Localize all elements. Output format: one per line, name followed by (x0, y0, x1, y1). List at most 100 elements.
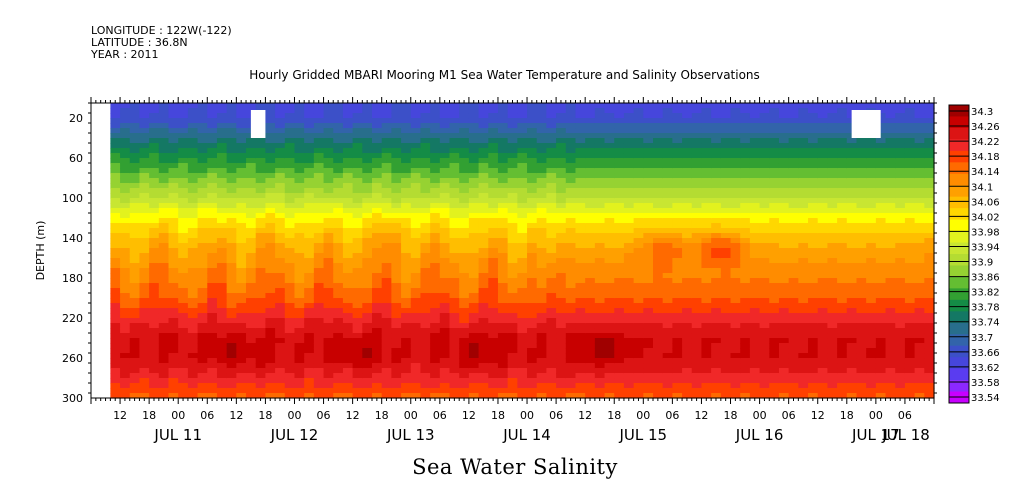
colorbar-swatch (949, 380, 969, 393)
colorbar-swatch (949, 357, 969, 370)
colorbar-label: 34.18 (971, 152, 1000, 163)
y-axis-label: DEPTH (m) (34, 221, 47, 281)
colorbar-swatch (949, 368, 969, 381)
x-date-label: JUL 14 (502, 426, 551, 444)
colorbar-swatch (949, 334, 969, 347)
colorbar-swatch (949, 219, 969, 232)
colorbar-swatch (949, 116, 969, 129)
latitude-label: LATITUDE : 36.8N (91, 36, 188, 49)
colorbar-label: 33.54 (971, 393, 1000, 404)
x-hour-tick-label: 18 (375, 409, 389, 422)
x-hour-tick-label: 12 (229, 409, 243, 422)
colorbar-swatch (949, 139, 969, 152)
colorbar-label: 33.66 (971, 348, 1000, 359)
x-hour-tick-label: 00 (753, 409, 767, 422)
colorbar-label: 34.26 (971, 122, 1000, 133)
colorbar-swatch (949, 231, 969, 244)
colorbar-label: 33.86 (971, 273, 1000, 284)
y-tick-label: 260 (62, 352, 83, 365)
x-hour-tick-label: 00 (404, 409, 418, 422)
x-hour-tick-label: 18 (607, 409, 621, 422)
x-hour-tick-label: 06 (665, 409, 679, 422)
colorbar-swatch (949, 127, 969, 140)
x-hour-tick-label: 06 (433, 409, 447, 422)
colorbar-swatch (949, 173, 969, 186)
heatmap-area (110, 103, 935, 399)
x-hour-tick-label: 18 (258, 409, 272, 422)
axes: 12 18 00 06 12 18 00 06 12 18 00 06 12 18 00 06 12 18 00 06… (34, 97, 937, 444)
colorbar-swatch (949, 299, 969, 312)
x-hour-tick-label: 18 (142, 409, 156, 422)
x-hour-tick-label: 00 (636, 409, 650, 422)
colorbar-swatch (949, 196, 969, 209)
colorbar-label: 33.78 (971, 303, 1000, 314)
x-hour-tick-label: 06 (549, 409, 563, 422)
colorbar-swatch (949, 391, 969, 404)
x-hour-tick-label: 12 (694, 409, 708, 422)
colorbar-swatch (949, 276, 969, 289)
data-gap-1 (250, 110, 266, 138)
x-hour-tick-label: 00 (520, 409, 534, 422)
colorbar-swatch (949, 162, 969, 175)
colorbar-label: 34.06 (971, 197, 1000, 208)
colorbar-label: 33.62 (971, 363, 1000, 374)
x-date-label: JUL 12 (270, 426, 319, 444)
colorbar-label: 34.1 (971, 182, 993, 193)
x-date-label: JUL 18 (881, 426, 930, 444)
x-hour-tick-label: 12 (113, 409, 127, 422)
colorbar-swatch (949, 242, 969, 255)
x-hour-tick-label: 12 (578, 409, 592, 422)
colorbar-label: 34.3 (971, 107, 993, 118)
chart-subtitle: Sea Water Salinity (412, 455, 618, 479)
colorbar-swatch (949, 322, 969, 335)
longitude-label: LONGITUDE : 122W(-122) (91, 24, 232, 37)
x-hour-tick-label: 12 (346, 409, 360, 422)
x-hour-tick-label: 00 (287, 409, 301, 422)
x-date-label: JUL 13 (386, 426, 435, 444)
year-label: YEAR : 2011 (91, 48, 159, 61)
y-tick-label: 20 (69, 112, 83, 125)
colorbar-swatch (949, 150, 969, 163)
x-hour-tick-label: 00 (869, 409, 883, 422)
x-hour-tick-label: 12 (462, 409, 476, 422)
colorbar-swatch (949, 288, 969, 301)
x-hour-tick-label: 06 (317, 409, 331, 422)
colorbar-label: 33.58 (971, 378, 1000, 389)
colorbar-swatch (949, 311, 969, 324)
x-hour-tick-label: 18 (724, 409, 738, 422)
colorbar-swatch (949, 208, 969, 221)
y-tick-label: 180 (62, 272, 83, 285)
y-tick-label: 140 (62, 232, 83, 245)
colorbar-label: 33.74 (971, 318, 1000, 329)
colorbar-label: 33.82 (971, 288, 1000, 299)
colorbar-swatch (949, 265, 969, 278)
chart-title: Hourly Gridded MBARI Mooring M1 Sea Wate… (249, 68, 760, 82)
colorbar-label: 33.7 (971, 333, 993, 344)
x-hour-tick-label: 12 (811, 409, 825, 422)
colorbar: 34.3 34.26 34.22 34.18 34.14 34.1 34.06 34.02 33… (948, 104, 1000, 404)
x-hour-tick-label: 06 (898, 409, 912, 422)
y-tick-label: 220 (62, 312, 83, 325)
x-hour-tick-label: 06 (200, 409, 214, 422)
colorbar-label: 34.14 (971, 167, 1000, 178)
colorbar-label: 33.98 (971, 227, 1000, 238)
x-date-label: JUL 11 (153, 426, 202, 444)
x-date-label: JUL 15 (618, 426, 667, 444)
x-hour-tick-label: 18 (840, 409, 854, 422)
y-tick-label: 60 (69, 152, 83, 165)
colorbar-label: 33.9 (971, 258, 993, 269)
x-hour-tick-label: 00 (171, 409, 185, 422)
colorbar-label: 34.22 (971, 137, 1000, 148)
colorbar-label: 33.94 (971, 242, 1000, 253)
colorbar-swatch (949, 185, 969, 198)
colorbar-swatch (949, 254, 969, 266)
x-date-label: JUL 16 (735, 426, 784, 444)
x-hour-tick-label: 18 (491, 409, 505, 422)
y-tick-label: 100 (62, 192, 83, 205)
colorbar-label: 34.02 (971, 212, 1000, 223)
x-date-label: JUL 17 (851, 426, 900, 444)
data-gap-2 (851, 110, 881, 138)
x-hour-tick-label: 06 (782, 409, 796, 422)
y-tick-label: 300 (62, 392, 83, 405)
